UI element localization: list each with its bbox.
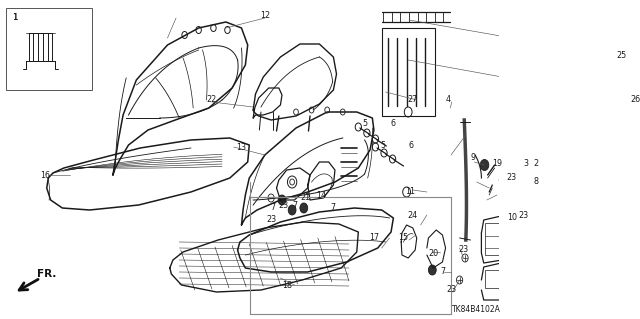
Text: FR.: FR.: [37, 269, 56, 279]
Text: 19: 19: [492, 159, 502, 167]
Text: 23: 23: [278, 202, 289, 211]
Text: 7: 7: [270, 204, 275, 212]
Text: 7: 7: [331, 204, 336, 212]
Text: 25: 25: [616, 50, 627, 60]
Text: 6: 6: [391, 120, 396, 129]
Text: 23: 23: [518, 211, 529, 219]
Text: 1: 1: [13, 13, 19, 23]
Text: 21: 21: [300, 194, 310, 203]
Text: 15: 15: [399, 233, 408, 241]
Bar: [485, 223, 513, 255]
Circle shape: [300, 203, 308, 213]
Text: 3: 3: [524, 159, 528, 167]
Text: 16: 16: [40, 172, 50, 181]
Text: 14: 14: [316, 191, 326, 201]
Text: 12: 12: [260, 11, 270, 19]
Text: 1: 1: [12, 13, 17, 23]
Text: 20: 20: [428, 249, 438, 258]
Circle shape: [278, 195, 286, 205]
Text: 27: 27: [408, 95, 418, 105]
Text: 11: 11: [406, 188, 415, 197]
Text: 24: 24: [408, 211, 418, 219]
Circle shape: [428, 265, 436, 275]
Text: 23: 23: [458, 246, 468, 255]
Text: TK84B4102A: TK84B4102A: [452, 306, 500, 315]
Text: 7: 7: [292, 202, 297, 211]
Text: 5: 5: [363, 120, 368, 129]
Text: 13: 13: [236, 144, 246, 152]
Text: 5: 5: [380, 140, 385, 150]
Bar: [381, 28, 435, 116]
Text: 23: 23: [447, 286, 457, 294]
Text: 6: 6: [408, 140, 413, 150]
Circle shape: [480, 160, 489, 170]
Text: 18: 18: [282, 280, 292, 290]
Text: 23: 23: [266, 216, 276, 225]
Text: 22: 22: [207, 95, 217, 105]
Text: 9: 9: [470, 153, 476, 162]
Text: 2: 2: [533, 159, 538, 167]
Text: 8: 8: [533, 177, 538, 187]
Circle shape: [288, 205, 296, 215]
Text: 7: 7: [440, 268, 445, 277]
Text: 26: 26: [630, 95, 640, 105]
Text: 10: 10: [508, 213, 518, 222]
Text: 4: 4: [445, 95, 451, 105]
Text: 23: 23: [506, 174, 516, 182]
Text: 17: 17: [369, 234, 379, 242]
Bar: [6, 8, 92, 90]
Bar: [485, 270, 510, 288]
